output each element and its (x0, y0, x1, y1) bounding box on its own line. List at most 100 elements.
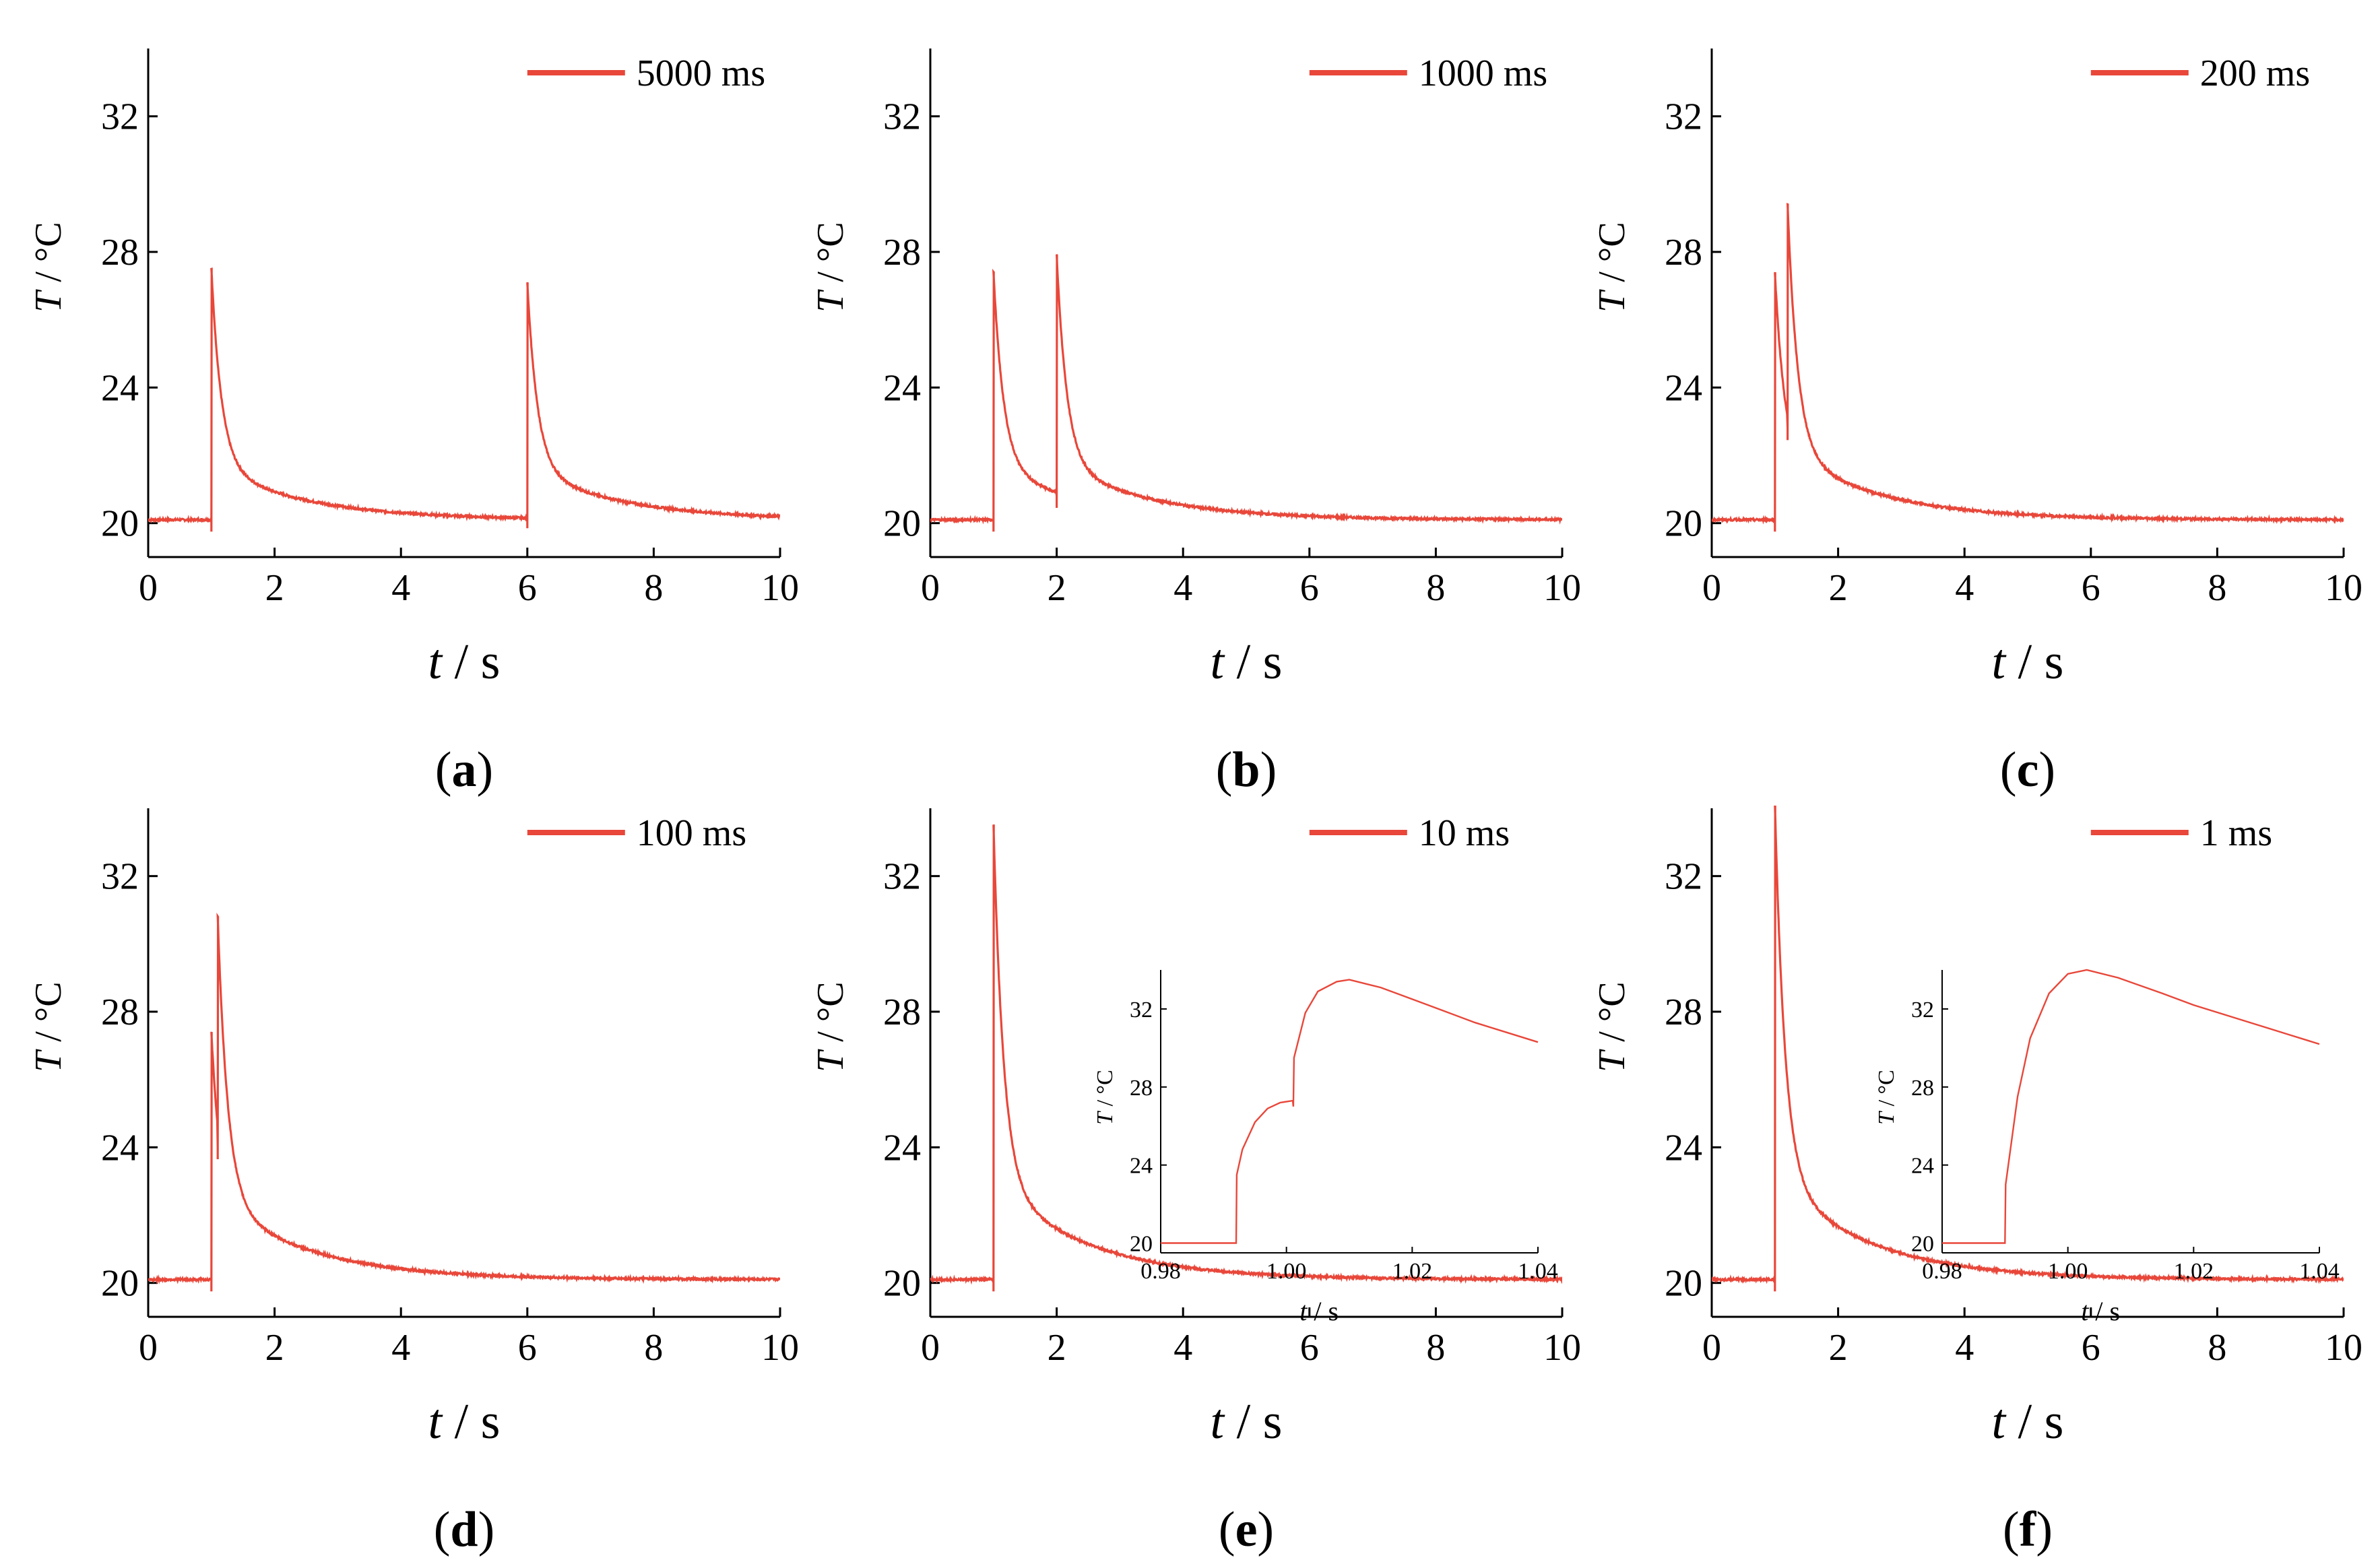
panel-label-open: ( (2003, 1502, 2020, 1557)
inset-x-axis-label: t / s (1299, 1296, 1339, 1326)
inset-y-axis-unit: / °C (1093, 1070, 1118, 1112)
x-tick-label: 2 (1829, 567, 1848, 609)
inset-x-tick-label: 0.98 (1922, 1259, 1962, 1284)
inset-y-axis-label: T / °C (1093, 1070, 1118, 1125)
y-tick-label: 32 (101, 856, 139, 898)
panel-label-letter: c (2017, 742, 2039, 798)
x-tick-label: 8 (644, 1327, 663, 1369)
x-axis-var: t (1211, 634, 1226, 690)
panel-label: (a) (435, 742, 493, 798)
y-axis-unit: / °C (810, 981, 851, 1051)
x-tick-label: 2 (1829, 1327, 1848, 1369)
inset-x-tick-label: 1.04 (1518, 1259, 1558, 1284)
y-axis-label: T / °C (810, 981, 851, 1072)
panel-label-letter: b (1232, 742, 1260, 798)
inset-y-tick-label: 32 (1911, 998, 1934, 1022)
legend-label: 10 ms (1419, 812, 1510, 854)
legend-label: 1 ms (2200, 812, 2272, 854)
x-tick-label: 2 (265, 567, 284, 609)
y-tick-label: 24 (883, 1127, 921, 1169)
series-line (930, 824, 1562, 1292)
y-tick-label: 28 (883, 991, 921, 1033)
x-axis-var: t (1992, 634, 2007, 690)
x-tick-label: 2 (1048, 1327, 1066, 1369)
y-tick-label: 24 (1665, 367, 1702, 409)
y-tick-label: 20 (1665, 503, 1702, 545)
panel-label-letter: f (2020, 1502, 2037, 1557)
y-tick-label: 20 (101, 1263, 139, 1305)
y-axis-var: T (28, 289, 69, 313)
x-axis-unit: / s (2005, 634, 2063, 690)
y-axis-var: T (1591, 1049, 1633, 1072)
x-tick-label: 8 (1426, 567, 1445, 609)
y-axis-var: T (810, 1049, 851, 1072)
y-axis-var: T (28, 1049, 69, 1072)
x-tick-label: 10 (2325, 567, 2362, 609)
y-tick-label: 32 (1665, 856, 1702, 898)
inset-y-tick-label: 24 (1130, 1154, 1153, 1179)
x-tick-label: 4 (391, 567, 410, 609)
legend-label: 100 ms (637, 812, 746, 854)
panel-label-letter: e (1235, 1502, 1258, 1557)
x-tick-label: 0 (1702, 1327, 1721, 1369)
inset-y-axis-var: T (1874, 1111, 1899, 1125)
x-axis-label: t / s (1211, 1394, 1283, 1450)
x-axis-unit: / s (1224, 634, 1282, 690)
x-axis-unit: / s (2005, 1394, 2063, 1450)
x-tick-label: 6 (1300, 567, 1319, 609)
panel-label-close: ) (2036, 1502, 2053, 1557)
x-tick-label: 6 (518, 567, 537, 609)
x-axis-label: t / s (428, 634, 501, 690)
panel-label-close: ) (2038, 742, 2055, 798)
panel-label: (b) (1216, 742, 1277, 798)
y-axis-label: T / °C (28, 222, 69, 312)
y-tick-label: 32 (883, 856, 921, 898)
x-tick-label: 0 (1702, 567, 1721, 609)
y-axis-unit: / °C (1591, 981, 1633, 1051)
x-tick-label: 10 (1543, 1327, 1581, 1369)
x-tick-label: 4 (1173, 1327, 1192, 1369)
legend-label: 5000 ms (637, 53, 765, 94)
inset-chart: 0.98 1.00 1.02 1.04 20 24 28 32 t / s T / °C (1874, 969, 2340, 1326)
inset-x-axis-unit: / s (2088, 1296, 2120, 1326)
x-tick-label: 6 (518, 1327, 537, 1369)
y-tick-label: 28 (101, 991, 139, 1033)
x-axis-var: t (1211, 1394, 1226, 1450)
inset-x-axis-unit: / s (1307, 1296, 1339, 1326)
y-tick-label: 20 (101, 503, 139, 545)
inset-series-line (1942, 969, 2320, 1244)
x-tick-label: 10 (761, 567, 799, 609)
x-tick-label: 4 (391, 1327, 410, 1369)
x-axis-unit: / s (1224, 1394, 1282, 1450)
x-axis-var: t (428, 1394, 444, 1450)
inset-y-tick-label: 28 (1130, 1076, 1153, 1101)
y-axis-var: T (810, 289, 851, 313)
panel-label: (d) (434, 1502, 494, 1557)
series-line (1712, 203, 2344, 532)
inset-x-tick-label: 1.00 (2048, 1259, 2088, 1284)
x-tick-label: 10 (2325, 1327, 2362, 1369)
y-tick-label: 32 (1665, 96, 1702, 138)
panel-label-close: ) (1257, 1502, 1274, 1557)
x-tick-label: 8 (1426, 1327, 1445, 1369)
panel-label-close: ) (1260, 742, 1277, 798)
x-tick-label: 8 (644, 567, 663, 609)
panel-label-letter: a (452, 742, 477, 798)
x-tick-label: 8 (2208, 1327, 2226, 1369)
y-axis-unit: / °C (1591, 222, 1633, 291)
inset-y-tick-label: 28 (1911, 1076, 1934, 1101)
y-axis-var: T (1591, 289, 1633, 313)
x-tick-label: 0 (921, 567, 940, 609)
x-axis-label: t / s (1992, 1394, 2064, 1450)
panel-label-close: ) (478, 1502, 495, 1557)
y-axis-label: T / °C (810, 222, 851, 312)
legend-label: 1000 ms (1419, 53, 1547, 94)
y-tick-label: 20 (883, 1263, 921, 1305)
y-axis-unit: / °C (28, 222, 69, 291)
y-tick-label: 28 (1665, 991, 1702, 1033)
